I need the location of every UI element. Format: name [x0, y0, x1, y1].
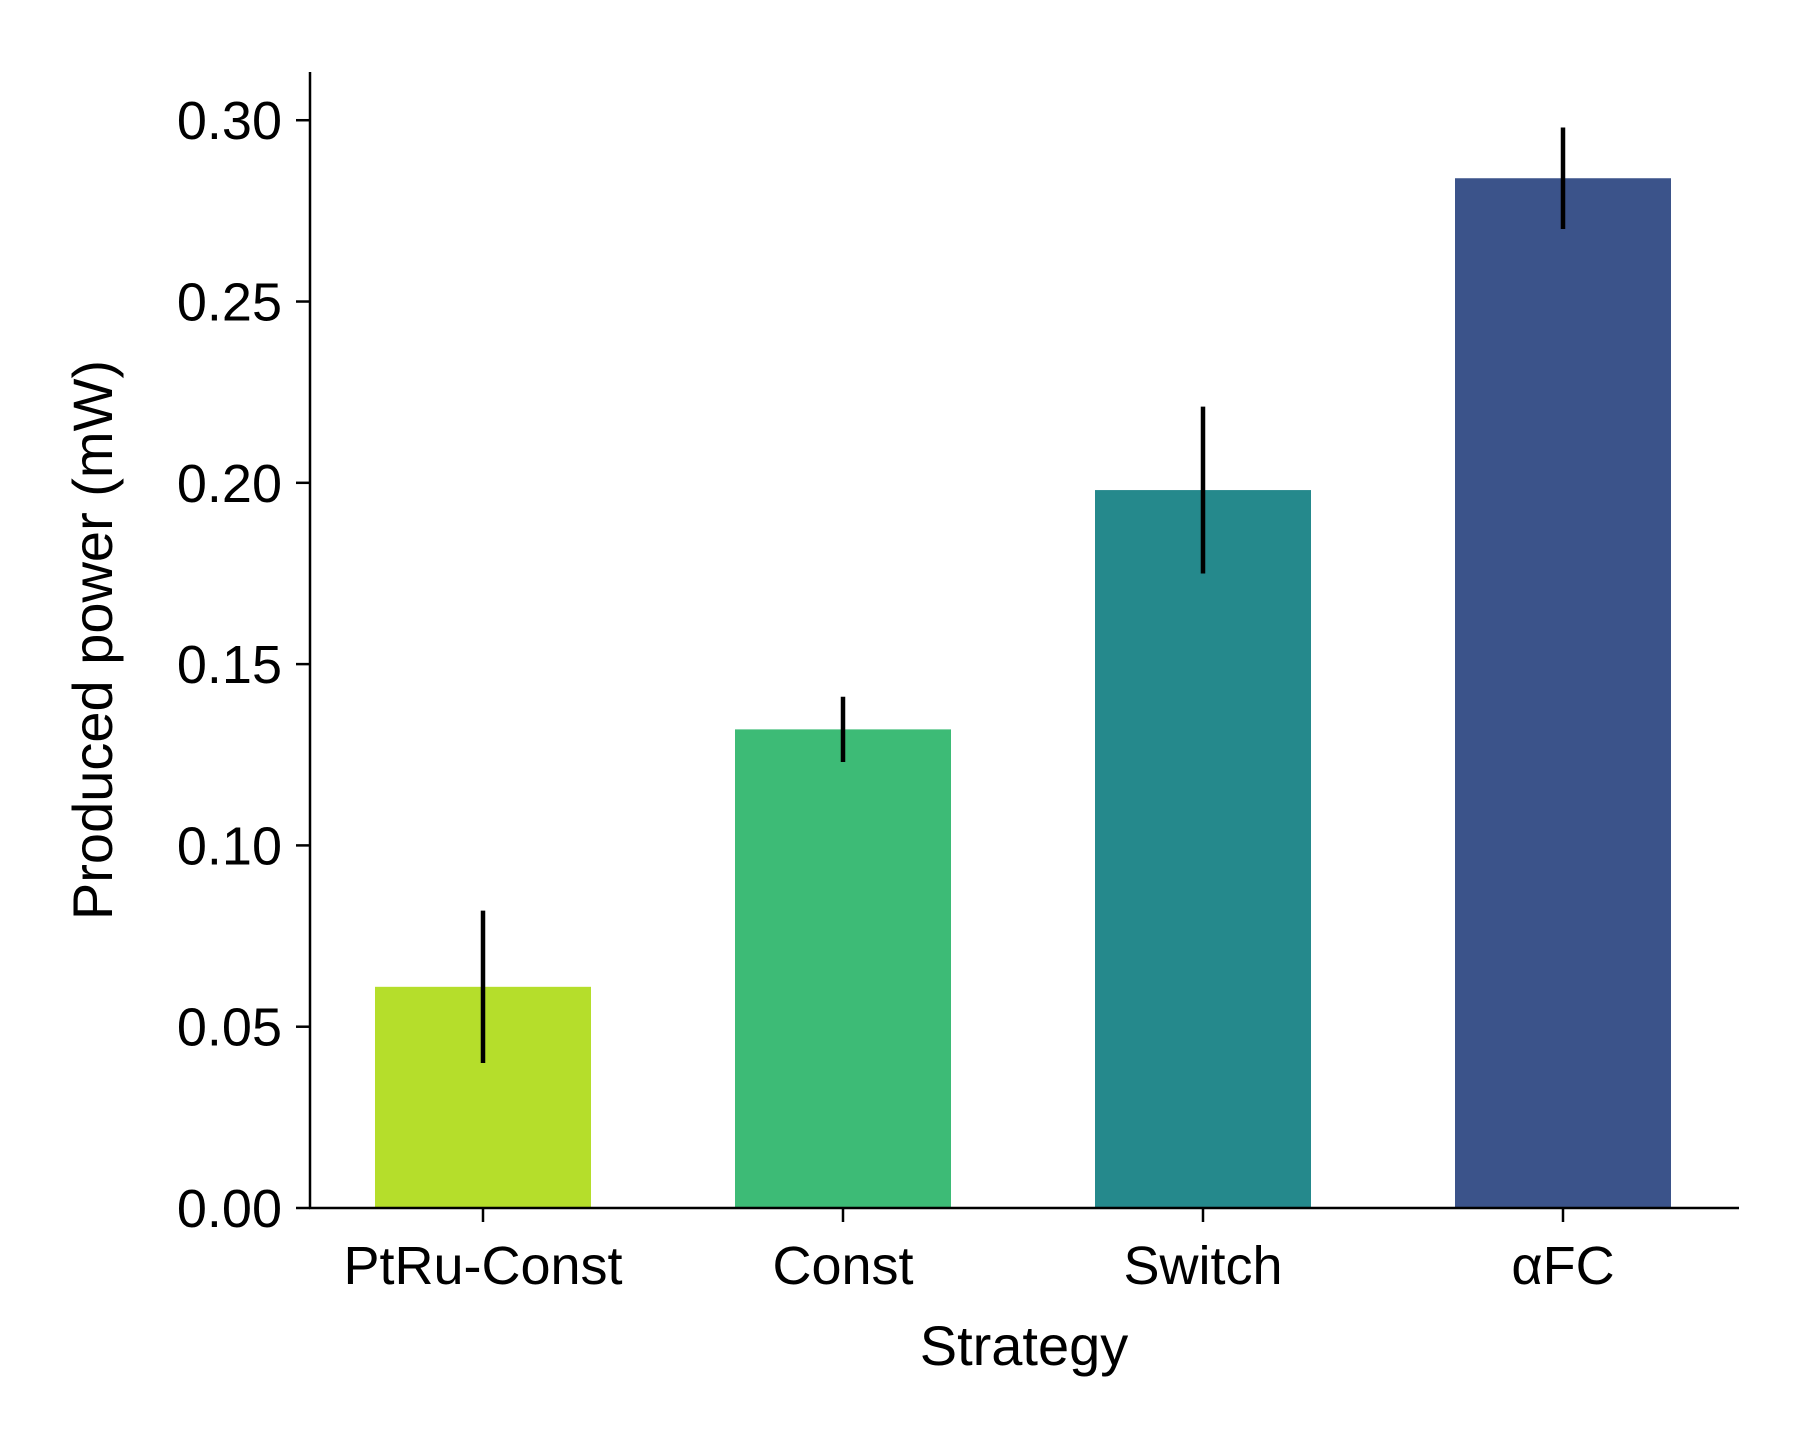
y-tick-label-5: 0.25 [177, 273, 282, 333]
error-bars-group [480, 127, 1566, 1063]
x-tick-label-1: Const [772, 1236, 913, 1296]
y-tick-label-3: 0.15 [177, 635, 282, 695]
y-axis-label: Produced power (mW) [61, 360, 124, 920]
x-tick-label-2: Switch [1123, 1236, 1282, 1296]
x-ticks-group: PtRu-Const Const Switch αFC [343, 1208, 1615, 1296]
y-tick-label-0: 0.00 [177, 1179, 282, 1239]
bar-2 [1095, 490, 1311, 1208]
x-tick-label-0: PtRu-Const [343, 1236, 622, 1296]
y-tick-label-2: 0.10 [177, 816, 282, 876]
y-tick-label-1: 0.05 [177, 998, 282, 1058]
y-tick-label-4: 0.20 [177, 454, 282, 514]
bar-1 [735, 729, 951, 1208]
x-axis-label: Strategy [920, 1314, 1129, 1377]
x-tick-label-3: αFC [1511, 1236, 1614, 1296]
bars-group [375, 178, 1671, 1208]
y-tick-label-6: 0.30 [177, 91, 282, 151]
y-ticks-group: 0.00 0.05 0.10 0.15 0.20 0.25 0.30 [177, 91, 310, 1239]
bar-3 [1455, 178, 1671, 1208]
